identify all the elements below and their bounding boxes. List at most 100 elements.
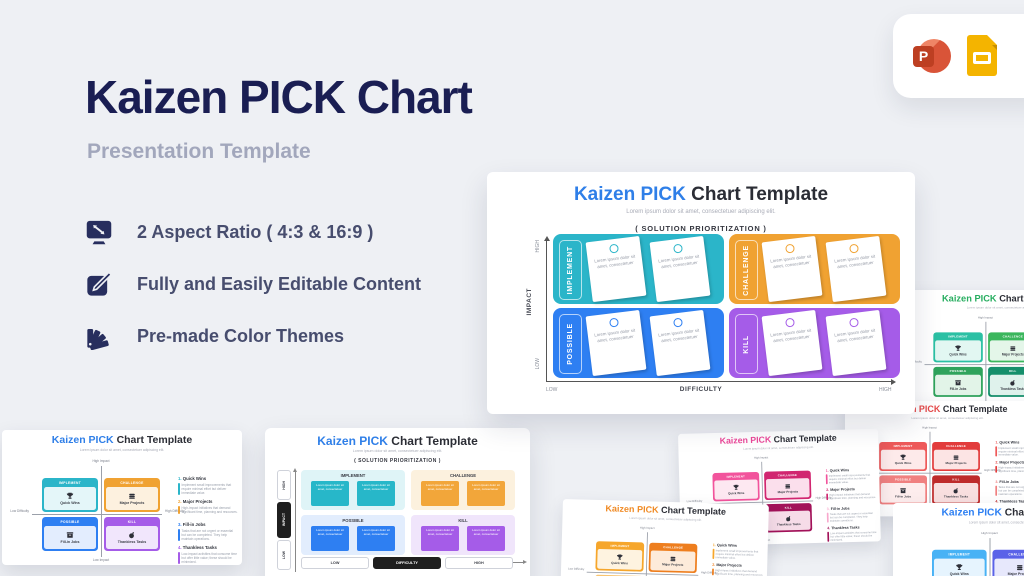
axis-pill-high: HIGH xyxy=(277,470,291,500)
impact-axis xyxy=(929,431,931,510)
slide-title: Kaizen PICK Chart Template xyxy=(941,506,1024,519)
list-item: 4. Thankless Tasks Low-impact activities… xyxy=(827,525,877,542)
quadrant-card-implement: IMPLEMENT Quick Wins xyxy=(932,549,987,576)
card-label: Major Projects xyxy=(945,461,967,466)
card-label: Quick Wins xyxy=(949,352,967,357)
axis-label-high: HIGH xyxy=(879,387,892,393)
list-item: 2. Major Projects High-impact initiative… xyxy=(995,460,1024,473)
note-card: Lorem ipsum dolor sit amet, consectetuer xyxy=(761,309,823,377)
axis-label-impact: IMPACT xyxy=(526,288,533,316)
bomb-icon xyxy=(129,531,134,538)
slide-subtitle: Lorem ipsum dolor sit amet, consectetuer… xyxy=(968,520,1024,525)
list-item-title: 2. Major Projects xyxy=(995,459,1024,465)
impact-axis xyxy=(293,468,297,572)
axis-label-high-impact: High Impact xyxy=(754,455,769,460)
slide-thumbnail-blue: Kaizen PICK Chart Template Lorem ipsum d… xyxy=(893,503,1024,576)
card-label: Major Projects xyxy=(777,490,799,495)
feature-aspect-ratio: 2 Aspect Ratio ( 4:3 & 16:9 ) xyxy=(85,218,373,246)
money-icon xyxy=(953,455,959,460)
axis-label-high-impact: High Impact xyxy=(981,531,998,536)
panel-implement: IMPLEMENT Lorem ipsum dolor sit amet, co… xyxy=(301,470,405,510)
money-icon xyxy=(1010,346,1016,351)
card-label: Quick Wins xyxy=(728,491,745,496)
quadrant-label: CHALLENGE xyxy=(946,444,966,448)
axis-label-low: LOW xyxy=(535,358,541,370)
list-item: 4. Thankless Tasks Low-impact activities… xyxy=(178,545,238,564)
list-item: 2. Major Projects High-impact initiative… xyxy=(178,499,238,514)
ring-icon xyxy=(784,317,795,328)
list-item-title: 4. Thankless Tasks xyxy=(178,545,217,550)
quadrant-label: CHALLENGE xyxy=(1002,335,1024,339)
box-icon xyxy=(66,531,74,538)
list-item-desc: Implement small improvements that requir… xyxy=(181,482,232,495)
slide-thumbnail-default: Kaizen PICK Chart Template Lorem ipsum d… xyxy=(2,430,242,565)
card-label: Quick Wins xyxy=(894,461,912,466)
slide-preview-matrix: Kaizen PICK Chart Template Lorem ipsum d… xyxy=(265,428,530,576)
item-box: Lorem ipsum dolor sit amet, consectetuer xyxy=(357,481,395,506)
quadrant-label: KILL xyxy=(743,334,750,354)
item-box: Lorem ipsum dolor sit amet, consectetuer xyxy=(467,526,505,551)
list-item-title: 2. Major Projects xyxy=(178,499,213,504)
list-item-desc: Tasks that are not urgent or essential b… xyxy=(181,528,234,541)
ring-icon xyxy=(784,243,795,254)
quadrant-implement: IMPLEMENT Lorem ipsum dolor sit amet, co… xyxy=(553,234,724,304)
impact-axis xyxy=(543,236,550,381)
card-label: Fill-in Jobs xyxy=(60,540,80,545)
list-item: 2. Major Projects High-impact initiative… xyxy=(826,486,876,500)
list-item-title: 4. Thankless Tasks xyxy=(995,499,1024,504)
slide-preview-main: Kaizen PICK Chart Template Lorem ipsum d… xyxy=(487,172,915,414)
powerpoint-letter: P xyxy=(913,46,934,67)
list-item-desc: Tasks that are not urgent or essential b… xyxy=(829,511,873,523)
ring-icon xyxy=(848,243,859,254)
card-label: Quick Wins xyxy=(60,501,80,506)
quadrant-card-challenge: CHALLENGE Major Projects xyxy=(992,549,1024,576)
note-card: Lorem ipsum dolor sit amet, consectetuer xyxy=(585,309,647,377)
money-icon xyxy=(129,493,135,499)
slide-subtitle: Lorem ipsum dolor sit amet, consectetuer… xyxy=(911,416,984,420)
feature-label: Pre-made Color Themes xyxy=(137,325,345,346)
quadrant-label: KILL xyxy=(127,520,137,524)
trophy-icon xyxy=(900,454,906,460)
slide-title: Kaizen PICK Chart Template xyxy=(317,434,478,448)
ring-icon xyxy=(608,243,619,254)
axis-label-high-impact: High Impact xyxy=(92,459,110,463)
quadrant-label: IMPLEMENT xyxy=(893,444,913,448)
solution-header: ( SOLUTION PRIORITIZATION ) xyxy=(635,224,767,233)
card-label: Thankless Tasks xyxy=(943,495,969,499)
quadrant-card-challenge: CHALLENGE Major Projects xyxy=(932,442,980,472)
quadrant-card-possible: POSSIBLE Fill-in Jobs xyxy=(42,517,98,551)
feature-editable: Fully and Easily Editable Content xyxy=(85,270,421,298)
trophy-icon xyxy=(733,484,739,490)
card-label: Major Projects xyxy=(662,562,684,567)
list-item: 3. Fill-in Jobs Tasks that are not urgen… xyxy=(827,505,877,523)
quadrant-card-kill: KILL Thankless Tasks xyxy=(764,503,813,533)
difficulty-axis xyxy=(870,472,982,474)
axis-label-high-difficulty: High Difficulty xyxy=(165,509,185,513)
card-label: Major Projects xyxy=(119,501,145,506)
feature-label: 2 Aspect Ratio ( 4:3 & 16:9 ) xyxy=(137,221,374,242)
box-icon xyxy=(955,380,961,386)
axis-label-high-impact: High Impact xyxy=(639,526,655,530)
bomb-icon xyxy=(786,515,791,522)
card-label: Fill-in Jobs xyxy=(894,495,912,499)
panel-kill: KILL Lorem ipsum dolor sit amet, consect… xyxy=(411,515,515,555)
ring-icon xyxy=(608,317,619,328)
axis-label-high-impact: High Impact xyxy=(922,425,937,430)
feature-color-themes: Pre-made Color Themes xyxy=(85,322,344,350)
note-card: Lorem ipsum dolor sit amet, consectetuer xyxy=(761,235,823,303)
list-item-desc: High-impact initiatives that demand sign… xyxy=(829,491,877,500)
difficulty-axis xyxy=(32,514,162,515)
list-item-title: 3. Fill-in Jobs xyxy=(995,479,1019,484)
list-item-desc: High-impact initiatives that demand sign… xyxy=(181,505,238,514)
list-item-title: 1. Quick Wins xyxy=(995,440,1020,445)
edit-icon xyxy=(87,271,113,296)
card-label: Major Projects xyxy=(1001,352,1024,357)
list-item-desc: Implement small improvements that requir… xyxy=(715,548,759,560)
panel-challenge: CHALLENGE Lorem ipsum dolor sit amet, co… xyxy=(411,470,515,510)
slide-subtitle: Lorem ipsum dolor sit amet, consectetuer… xyxy=(352,449,443,453)
page-subtitle: Presentation Template xyxy=(87,140,311,163)
axis-label-low: LOW xyxy=(546,387,558,393)
impact-axis xyxy=(985,321,987,403)
quadrant-label: KILL xyxy=(1009,369,1017,374)
solution-header: ( SOLUTION PRIORITIZATION ) xyxy=(354,458,441,464)
